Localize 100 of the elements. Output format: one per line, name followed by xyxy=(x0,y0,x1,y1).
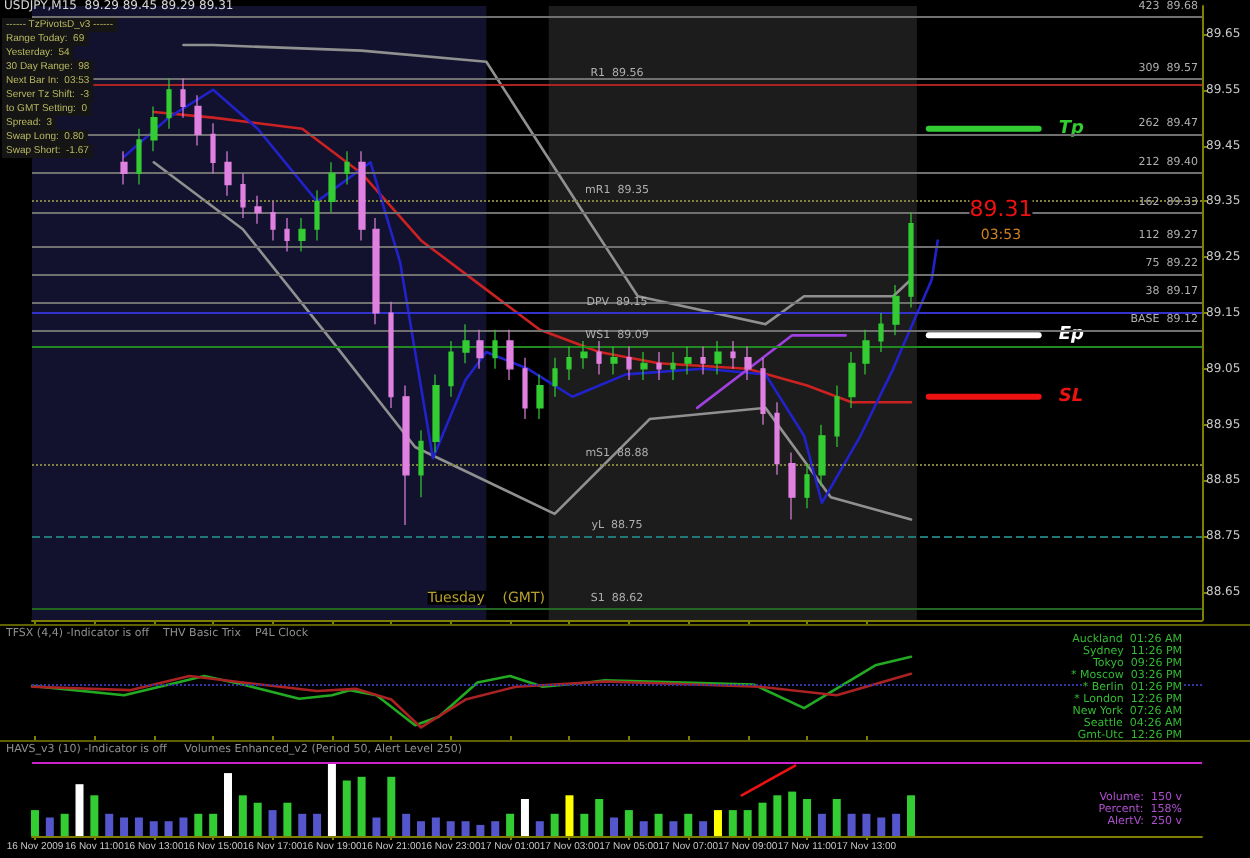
bar xyxy=(550,813,559,836)
bar xyxy=(283,802,292,836)
bar xyxy=(194,813,203,836)
candlestick xyxy=(522,357,528,420)
candlestick xyxy=(656,351,662,381)
candlestick xyxy=(730,340,736,370)
candlestick xyxy=(908,211,914,309)
bar xyxy=(134,817,143,836)
bar xyxy=(209,813,218,836)
candlestick xyxy=(580,340,588,370)
bar xyxy=(639,821,648,836)
candlestick xyxy=(448,340,454,398)
bar xyxy=(832,799,841,836)
bar xyxy=(773,795,782,836)
candlestick xyxy=(626,345,632,381)
bar xyxy=(788,791,797,836)
candlestick xyxy=(774,401,780,476)
bar xyxy=(713,810,722,836)
candlestick xyxy=(670,351,676,381)
bar xyxy=(313,813,322,836)
bar xyxy=(906,795,915,836)
bar xyxy=(595,799,604,836)
bar xyxy=(535,821,544,836)
series-label: SL xyxy=(1058,386,1084,407)
candlestick xyxy=(344,150,350,186)
bar xyxy=(446,821,455,836)
candlestick xyxy=(210,122,216,175)
candlestick xyxy=(788,451,796,521)
candlestick xyxy=(506,329,514,381)
candlestick xyxy=(388,301,394,409)
bar xyxy=(402,813,411,836)
bar xyxy=(253,802,262,836)
candlestick xyxy=(804,463,810,509)
bar xyxy=(624,810,633,836)
bar xyxy=(892,813,901,836)
line-series xyxy=(152,160,913,521)
candlestick xyxy=(714,340,722,375)
candlestick xyxy=(834,384,840,448)
candlestick xyxy=(700,345,706,375)
bar xyxy=(149,821,158,836)
candlestick xyxy=(358,150,366,242)
bar xyxy=(105,813,114,836)
candlestick xyxy=(862,329,870,375)
candlestick xyxy=(492,329,498,370)
bar xyxy=(45,817,54,836)
candlestick xyxy=(848,351,856,409)
bar xyxy=(743,810,752,836)
candlestick xyxy=(314,189,320,242)
candlestick xyxy=(610,345,618,375)
candlestick xyxy=(760,357,766,426)
bar xyxy=(491,821,500,836)
series-label: Tp xyxy=(1058,118,1085,139)
bar xyxy=(461,821,470,836)
candlestick xyxy=(476,329,484,370)
candlestick xyxy=(462,323,470,364)
candlestick xyxy=(136,128,142,186)
candlestick xyxy=(284,217,290,253)
bar xyxy=(327,762,336,836)
candlestick xyxy=(298,217,306,253)
bar xyxy=(803,799,812,836)
bar xyxy=(654,813,663,836)
candlestick xyxy=(684,345,692,375)
bar xyxy=(120,817,129,836)
bar xyxy=(90,795,99,836)
bar xyxy=(565,795,574,836)
candlestick xyxy=(596,340,602,375)
bar xyxy=(223,773,232,836)
bar xyxy=(684,813,693,836)
line-series xyxy=(182,43,913,326)
bar xyxy=(387,776,396,836)
bar xyxy=(728,810,737,836)
candlestick xyxy=(818,424,826,487)
candlestick xyxy=(166,77,172,130)
bar xyxy=(669,821,678,836)
line-series xyxy=(122,88,940,505)
bar xyxy=(417,821,426,836)
candlestick xyxy=(536,373,544,420)
bar xyxy=(847,813,856,836)
annotation: 89.31 xyxy=(969,195,1033,222)
bar xyxy=(372,817,381,836)
candlestick xyxy=(270,200,276,242)
bar xyxy=(580,813,589,836)
bar xyxy=(506,813,515,836)
candlestick xyxy=(120,150,128,186)
candlestick xyxy=(640,351,648,381)
candlestick xyxy=(224,150,232,197)
candlestick xyxy=(878,312,884,353)
bar xyxy=(164,821,173,836)
candlestick xyxy=(892,284,900,336)
bar xyxy=(342,780,351,836)
candlestick xyxy=(240,172,246,219)
bar xyxy=(520,799,529,836)
bar xyxy=(817,813,826,836)
candlestick xyxy=(328,161,336,214)
candlestick xyxy=(180,77,186,119)
bar xyxy=(610,817,619,836)
bar xyxy=(877,817,886,836)
candlestick xyxy=(150,105,158,152)
candlestick xyxy=(744,345,752,381)
bar xyxy=(357,776,366,836)
